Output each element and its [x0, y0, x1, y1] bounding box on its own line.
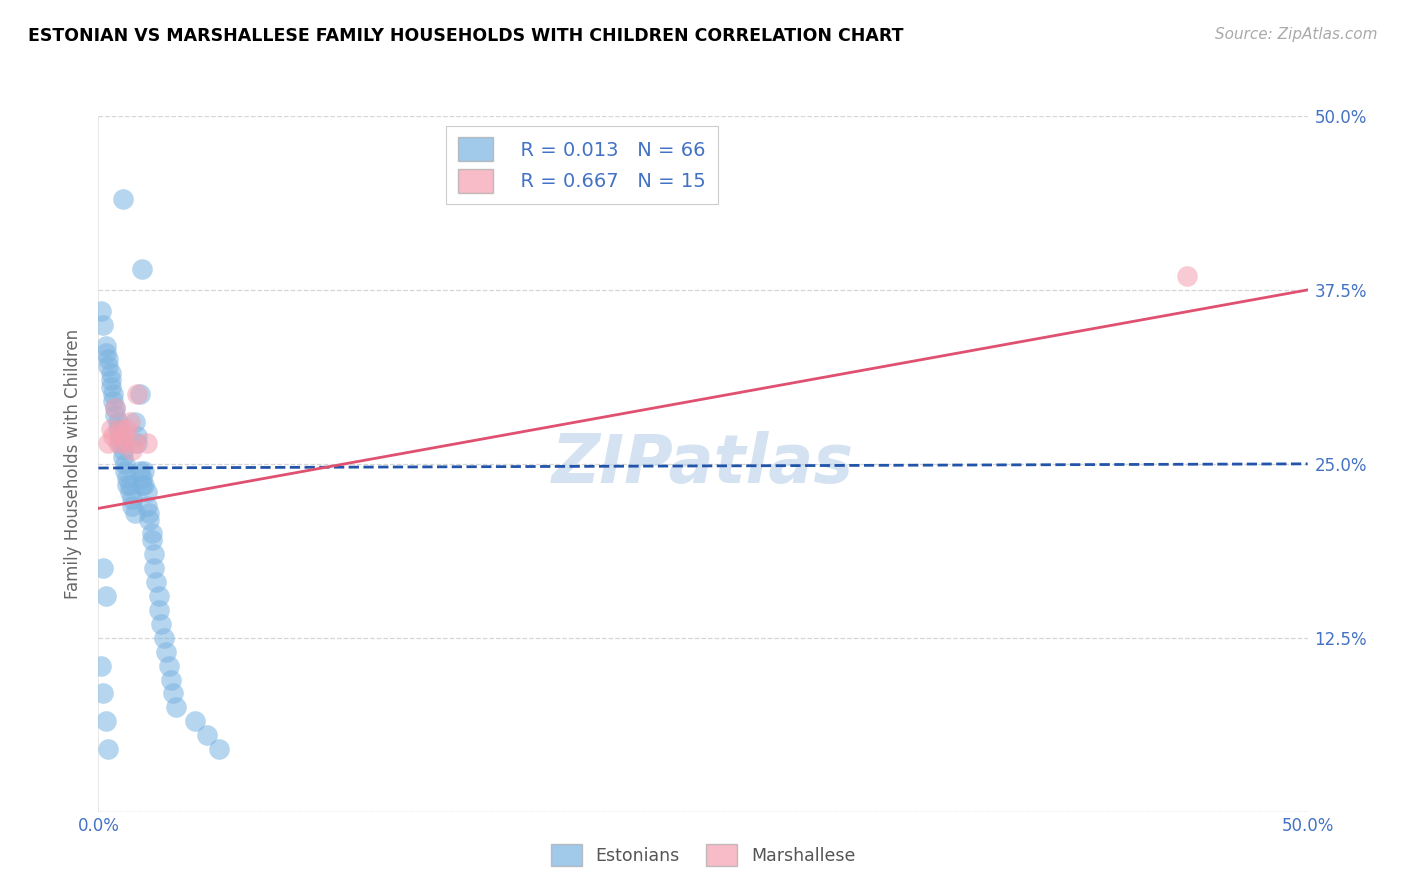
- Point: [114, 457, 136, 471]
- Point: [131, 262, 153, 277]
- Y-axis label: Family Households with Children: Family Households with Children: [65, 329, 83, 599]
- Point: [165, 700, 187, 714]
- Text: Source: ZipAtlas.com: Source: ZipAtlas.com: [1215, 27, 1378, 42]
- Legend: Estonians, Marshallese: Estonians, Marshallese: [544, 838, 862, 872]
- Point: [128, 387, 150, 401]
- Point: [152, 631, 174, 645]
- Point: [134, 464, 156, 478]
- Point: [135, 484, 157, 499]
- Point: [91, 561, 114, 575]
- Point: [90, 303, 112, 318]
- Point: [124, 506, 146, 520]
- Point: [134, 477, 156, 491]
- Point: [117, 422, 139, 436]
- Point: [91, 318, 114, 332]
- Point: [118, 477, 141, 491]
- Point: [107, 436, 129, 450]
- Point: [101, 387, 124, 401]
- Point: [108, 422, 131, 436]
- Point: [111, 429, 134, 443]
- Point: [127, 436, 149, 450]
- Point: [90, 658, 112, 673]
- Point: [104, 401, 127, 416]
- Point: [141, 526, 163, 541]
- Point: [100, 380, 122, 394]
- Point: [138, 506, 160, 520]
- Point: [108, 429, 131, 443]
- Point: [155, 645, 177, 659]
- Point: [135, 499, 157, 513]
- Point: [131, 477, 153, 491]
- Point: [1175, 268, 1198, 283]
- Point: [111, 193, 134, 207]
- Point: [107, 422, 129, 436]
- Point: [94, 338, 117, 352]
- Point: [143, 547, 166, 561]
- Point: [108, 436, 131, 450]
- Point: [101, 394, 124, 409]
- Point: [94, 589, 117, 603]
- Point: [94, 345, 117, 359]
- Point: [121, 499, 143, 513]
- Point: [138, 512, 160, 526]
- Point: [97, 352, 120, 367]
- Point: [111, 442, 134, 457]
- Point: [97, 742, 120, 756]
- Point: [100, 422, 122, 436]
- Point: [127, 387, 149, 401]
- Point: [100, 373, 122, 387]
- Point: [111, 450, 134, 464]
- Point: [97, 359, 120, 374]
- Text: ESTONIAN VS MARSHALLESE FAMILY HOUSEHOLDS WITH CHILDREN CORRELATION CHART: ESTONIAN VS MARSHALLESE FAMILY HOUSEHOLD…: [28, 27, 904, 45]
- Point: [114, 464, 136, 478]
- Point: [101, 429, 124, 443]
- Point: [114, 436, 136, 450]
- Point: [141, 533, 163, 548]
- Point: [107, 415, 129, 429]
- Point: [97, 436, 120, 450]
- Point: [118, 484, 141, 499]
- Point: [117, 471, 139, 485]
- Point: [121, 491, 143, 506]
- Point: [124, 415, 146, 429]
- Point: [117, 477, 139, 491]
- Point: [160, 673, 183, 687]
- Point: [195, 728, 218, 742]
- Point: [127, 429, 149, 443]
- Point: [104, 408, 127, 422]
- Point: [91, 686, 114, 700]
- Point: [148, 603, 170, 617]
- Point: [143, 561, 166, 575]
- Point: [124, 436, 146, 450]
- Point: [162, 686, 184, 700]
- Point: [104, 401, 127, 416]
- Text: ZIPatlas: ZIPatlas: [553, 431, 853, 497]
- Point: [157, 658, 180, 673]
- Point: [121, 442, 143, 457]
- Point: [135, 436, 157, 450]
- Point: [94, 714, 117, 729]
- Point: [145, 575, 167, 590]
- Point: [150, 616, 173, 631]
- Point: [118, 415, 141, 429]
- Point: [208, 742, 231, 756]
- Point: [131, 471, 153, 485]
- Point: [148, 589, 170, 603]
- Point: [128, 464, 150, 478]
- Point: [100, 367, 122, 381]
- Point: [184, 714, 207, 729]
